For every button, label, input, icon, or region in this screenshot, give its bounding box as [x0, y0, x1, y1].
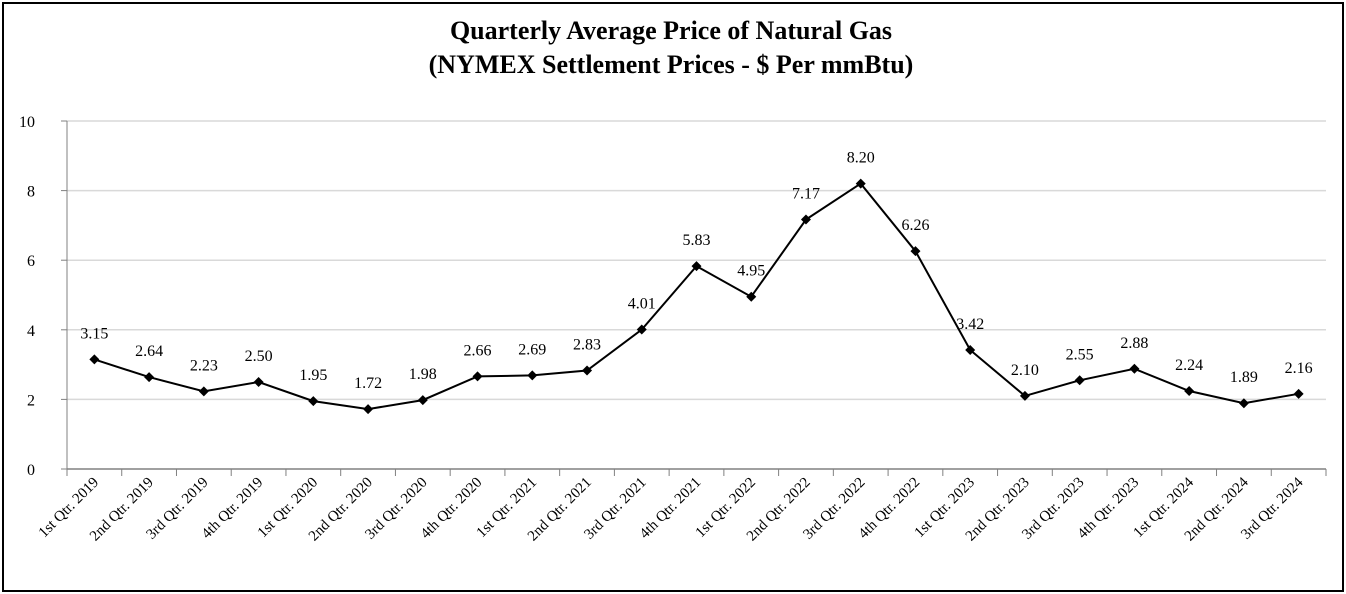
data-label: 2.66 [464, 342, 492, 359]
y-tick-label-2: 2 [27, 392, 35, 409]
data-label: 1.95 [299, 367, 327, 384]
chart-title: Quarterly Average Price of Natural Gas [449, 16, 893, 45]
data-label: 5.83 [683, 232, 711, 249]
data-label: 2.88 [1120, 335, 1148, 352]
data-label: 2.64 [135, 343, 163, 360]
data-point [636, 324, 647, 335]
data-point [527, 370, 538, 381]
data-label: 4.95 [737, 263, 765, 280]
data-point [1019, 390, 1030, 401]
chart-titles: Quarterly Average Price of Natural Gas (… [0, 14, 1342, 82]
data-label: 2.16 [1285, 360, 1313, 377]
data-label: 3.15 [80, 325, 108, 342]
data-label: 2.83 [573, 337, 601, 354]
y-tick-label-10: 10 [19, 114, 35, 131]
data-point [417, 395, 428, 406]
data-point [308, 396, 319, 407]
series-price [89, 178, 1304, 415]
data-label: 2.69 [518, 341, 546, 358]
y-tick-label-0: 0 [27, 462, 35, 479]
data-point [1074, 375, 1085, 386]
data-point [144, 372, 155, 383]
data-point [253, 377, 264, 387]
data-point [363, 404, 374, 415]
grid-lines [67, 120, 1326, 401]
data-point [582, 365, 593, 376]
data-point [89, 354, 100, 365]
data-label: 2.23 [190, 357, 218, 374]
data-point [691, 261, 702, 272]
data-point [855, 178, 866, 189]
data-point [746, 291, 757, 302]
data-point [965, 344, 976, 355]
data-point [910, 246, 921, 257]
y-tick-label-6: 6 [27, 253, 35, 270]
data-label: 4.01 [628, 295, 656, 312]
series-line [94, 182, 1299, 411]
chart-subtitle: (NYMEX Settlement Prices - $ Per mmBtu) [428, 50, 914, 79]
data-point [1184, 386, 1195, 397]
y-tick-label-4: 4 [27, 323, 35, 340]
data-label: 2.55 [1066, 346, 1094, 363]
y-tick-label-8: 8 [27, 184, 35, 201]
data-point [472, 371, 483, 382]
data-label: 8.20 [847, 150, 875, 167]
data-label: 2.24 [1175, 357, 1203, 374]
data-label: 1.98 [409, 366, 437, 383]
data-labels: 3.15 2.64 2.23 2.50 1.95 1.72 1.98 2.66 2.69 2.83… [80, 150, 1312, 393]
data-label: 7.17 [792, 185, 820, 202]
data-label: 2.50 [245, 348, 273, 365]
data-label: 3.42 [956, 316, 984, 333]
data-point [198, 386, 209, 397]
data-label: 6.26 [901, 217, 929, 234]
data-label: 1.89 [1230, 369, 1258, 386]
data-label: 1.72 [354, 375, 382, 392]
data-point [1238, 398, 1249, 409]
data-point [1129, 363, 1140, 374]
data-label: 2.10 [1011, 362, 1039, 379]
data-point [1293, 388, 1304, 399]
data-point [800, 214, 811, 225]
